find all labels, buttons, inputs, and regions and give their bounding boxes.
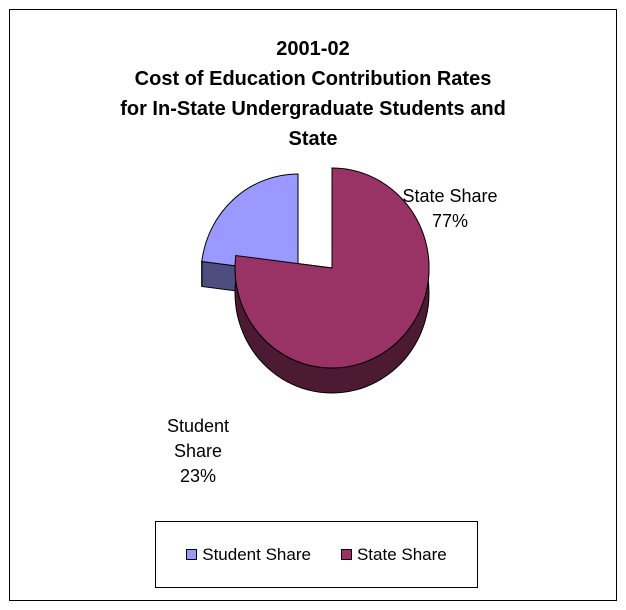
legend-item-student-share: Student Share <box>186 545 311 565</box>
student-share-label-value: 23% <box>179 466 217 486</box>
chart-title-line-2: Cost of Education Contribution Rates <box>134 68 492 90</box>
student-share-slice <box>201 173 299 275</box>
legend-label-student-share: Student Share <box>202 544 311 564</box>
state-share-slice <box>234 167 430 369</box>
legend-swatch-student-share <box>186 549 198 560</box>
state-share-label-value: 77% <box>431 211 469 231</box>
chart-title: 2001-02 Cost of Education Contribution R… <box>0 34 626 154</box>
student-share-label-line-2: Share <box>173 441 223 461</box>
chart-title-line-1: 2001-02 <box>276 38 350 60</box>
chart-title-line-3: for In-State Undergraduate Students and <box>120 98 506 120</box>
student-share-data-label: Student Share 23% <box>128 414 268 489</box>
state-share-label-name: State Share <box>402 186 498 206</box>
legend-swatch-state-share <box>340 549 352 560</box>
legend-item-state-share: State Share <box>340 544 447 565</box>
legend-label-state-share: State Share <box>356 544 447 564</box>
chart-legend: Student Share State Share <box>155 521 478 588</box>
student-share-label-line-1: Student <box>166 416 230 436</box>
chart-title-line-4: State <box>288 128 338 150</box>
state-share-data-label: State Share 77% <box>370 184 530 234</box>
